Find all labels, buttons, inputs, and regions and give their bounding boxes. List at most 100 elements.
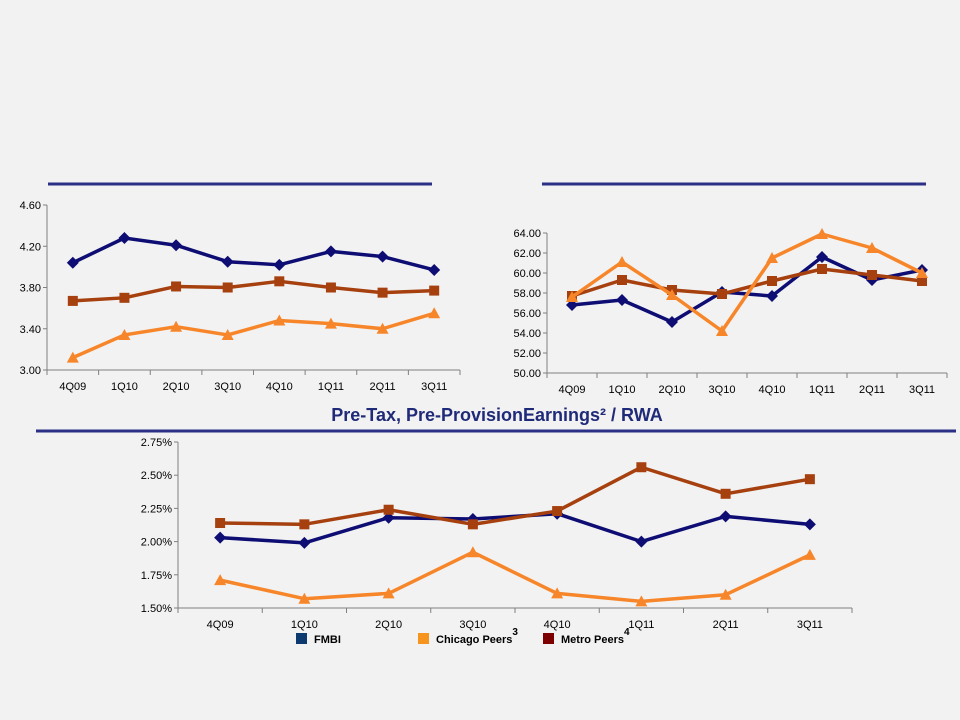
chart3-y-tick-label: 2.25%: [141, 503, 172, 515]
chart2-series-fmbi-point: [766, 290, 778, 302]
chart1-y-tick-label: 4.60: [20, 200, 41, 212]
chart2-y-tick-label: 52.00: [513, 348, 541, 360]
legend-swatch-chicago: [418, 633, 429, 644]
chart3-x-tick-label: 1Q11: [628, 619, 654, 631]
chart1-series-fmbi-line: [72, 236, 435, 272]
chart2-y-tick-label: 58.00: [513, 288, 541, 300]
chart2-series-metro-point: [817, 264, 827, 274]
chart3-series-fmbi-point: [803, 518, 816, 531]
chart3-series-fmbi-point: [382, 511, 395, 524]
chart1-series-fmbi-point: [66, 256, 79, 269]
chart3-x-tick-label: 4Q10: [544, 619, 571, 631]
chart3-x-tick-label: 3Q11: [797, 619, 823, 631]
chart1-series-metro-point: [222, 282, 233, 293]
chart3-y-tick-label: 2.50%: [141, 470, 172, 482]
chart3-series-fmbi-point: [298, 536, 311, 549]
chart3-series-fmbi-point: [719, 510, 732, 523]
chart3-series-metro-point: [299, 519, 310, 530]
chart2-x-tick-label: 2Q10: [659, 384, 686, 396]
chart2-x-tick-label: 3Q10: [709, 384, 736, 396]
chart3-series-chicago-line: [219, 550, 811, 604]
chart3-x-tick-label: 4Q09: [207, 619, 234, 631]
legend-label-fmbi: FMBI: [314, 634, 341, 646]
chart1-series-chicago-point: [66, 351, 79, 363]
legend-label-metro: Metro Peers4: [561, 627, 630, 646]
chart2-series-metro-point: [867, 270, 877, 280]
chart1-x-tick-label: 3Q10: [214, 381, 241, 393]
chart1-x-tick-label: 2Q11: [370, 381, 396, 393]
chart1-series-metro-point: [429, 285, 440, 296]
chart3-x-tick-label: 1Q10: [291, 619, 318, 631]
legend-label-chicago-text: Chicago Peers: [436, 634, 512, 646]
chart3-series-chicago-point: [382, 587, 395, 599]
chart3-series-fmbi-point: [635, 535, 648, 548]
chart1-series-chicago-point: [170, 320, 183, 332]
legend-swatch-metro: [543, 633, 554, 644]
chart2-y-tick-label: 62.00: [513, 248, 541, 260]
chart1-series-chicago-point: [376, 322, 389, 334]
chart2-series-chicago-point: [666, 289, 678, 300]
chart3-series-chicago-point: [719, 588, 732, 600]
chart2-series-metro-point: [617, 275, 627, 285]
chart1-y-tick-label: 3.40: [20, 324, 41, 336]
chart2-x-tick-label: 1Q10: [609, 384, 636, 396]
chart3: 1.50% 1.75% 2.00% 2.25% 2.50% 2.75% 4Q09 1Q10 2Q…: [141, 437, 853, 631]
chart1-x-tick-label: 1Q10: [111, 381, 138, 393]
legend-sup-chicago: 3: [512, 627, 518, 638]
chart3-series-metro-point: [215, 518, 226, 529]
chart2-series-chicago-point: [566, 291, 578, 302]
chart2-series-fmbi-point: [666, 316, 678, 328]
chart2-series-metro-point: [917, 276, 927, 286]
chart1-y-tick-label: 3.00: [20, 365, 41, 377]
chart3-series-chicago-point: [466, 546, 479, 558]
chart1-y-tick-label: 3.80: [20, 283, 41, 295]
chart1: 3.00 3.40 3.80 4.20 4.60 4Q09 1Q10 2Q10 3Q10 4Q10…: [20, 200, 461, 393]
chart2-series-metro-point: [767, 276, 777, 286]
chart2-series-chicago-point: [616, 256, 628, 267]
chart2-y-tick-label: 64.00: [513, 228, 541, 240]
chart2-series-fmbi-point: [616, 294, 628, 306]
chart2-series-chicago-point: [866, 242, 878, 253]
chart2-series-metro-point: [717, 289, 727, 299]
chart2: 50.00 52.00 54.00 56.00 58.00 60.00 62.00 64.00…: [513, 228, 948, 396]
chart1-y-tick-label: 4.20: [20, 241, 41, 253]
chart3-series-metro-point: [467, 519, 478, 530]
chart2-series-chicago-point: [916, 267, 928, 278]
chart3-x-tick-label: 3Q10: [459, 619, 486, 631]
chart3-series-metro-line: [220, 465, 811, 527]
chart3-series-metro-point: [720, 488, 731, 499]
chart2-x-tick-label: 4Q09: [559, 384, 586, 396]
chart1-series-chicago-point: [428, 307, 441, 319]
chart3-x-tick-label: 2Q11: [713, 619, 739, 631]
chart3-series-chicago-point: [635, 595, 648, 607]
chart1-series-fmbi-point: [118, 232, 131, 244]
chart3-series-chicago-point: [214, 574, 227, 586]
chart2-series-metro-line: [571, 267, 923, 298]
chart3-series-metro-point: [636, 462, 647, 473]
chart1-series-fmbi-point: [221, 255, 234, 268]
chart2-x-tick-label: 1Q11: [809, 384, 835, 396]
chart3-series-chicago-point: [803, 548, 816, 560]
chart3-y-tick-label: 2.75%: [141, 437, 172, 449]
chart2-y-tick-label: 60.00: [513, 268, 541, 280]
chart1-series-chicago-point: [221, 328, 234, 340]
chart1-x-tick-label: 4Q10: [266, 381, 293, 393]
chart1-series-chicago-line: [72, 311, 435, 360]
chart1-series-fmbi-point: [428, 263, 441, 276]
legend-label-metro-text: Metro Peers: [561, 634, 624, 646]
chart1-x-tick-label: 1Q11: [318, 381, 344, 393]
legend-swatch-fmbi: [296, 633, 307, 644]
chart1-series-fmbi-point: [376, 250, 389, 263]
chart1-series-metro-point: [325, 282, 336, 293]
chart2-y-tick-label: 50.00: [513, 368, 541, 380]
chart2-x-tick-label: 3Q11: [909, 384, 935, 396]
chart1-series-chicago-point: [118, 328, 131, 340]
legend: FMBI Chicago Peers3 Metro Peers4: [296, 627, 630, 646]
chart1-series-metro-point: [67, 295, 78, 306]
chart2-x-tick-label: 4Q10: [759, 384, 786, 396]
chart1-x-tick-label: 4Q09: [59, 381, 86, 393]
chart1-series-fmbi-point: [273, 258, 286, 271]
chart1-x-tick-label: 3Q11: [421, 381, 447, 393]
chart1-series-metro-point: [119, 292, 130, 303]
chart1-series-metro-point: [377, 287, 388, 298]
